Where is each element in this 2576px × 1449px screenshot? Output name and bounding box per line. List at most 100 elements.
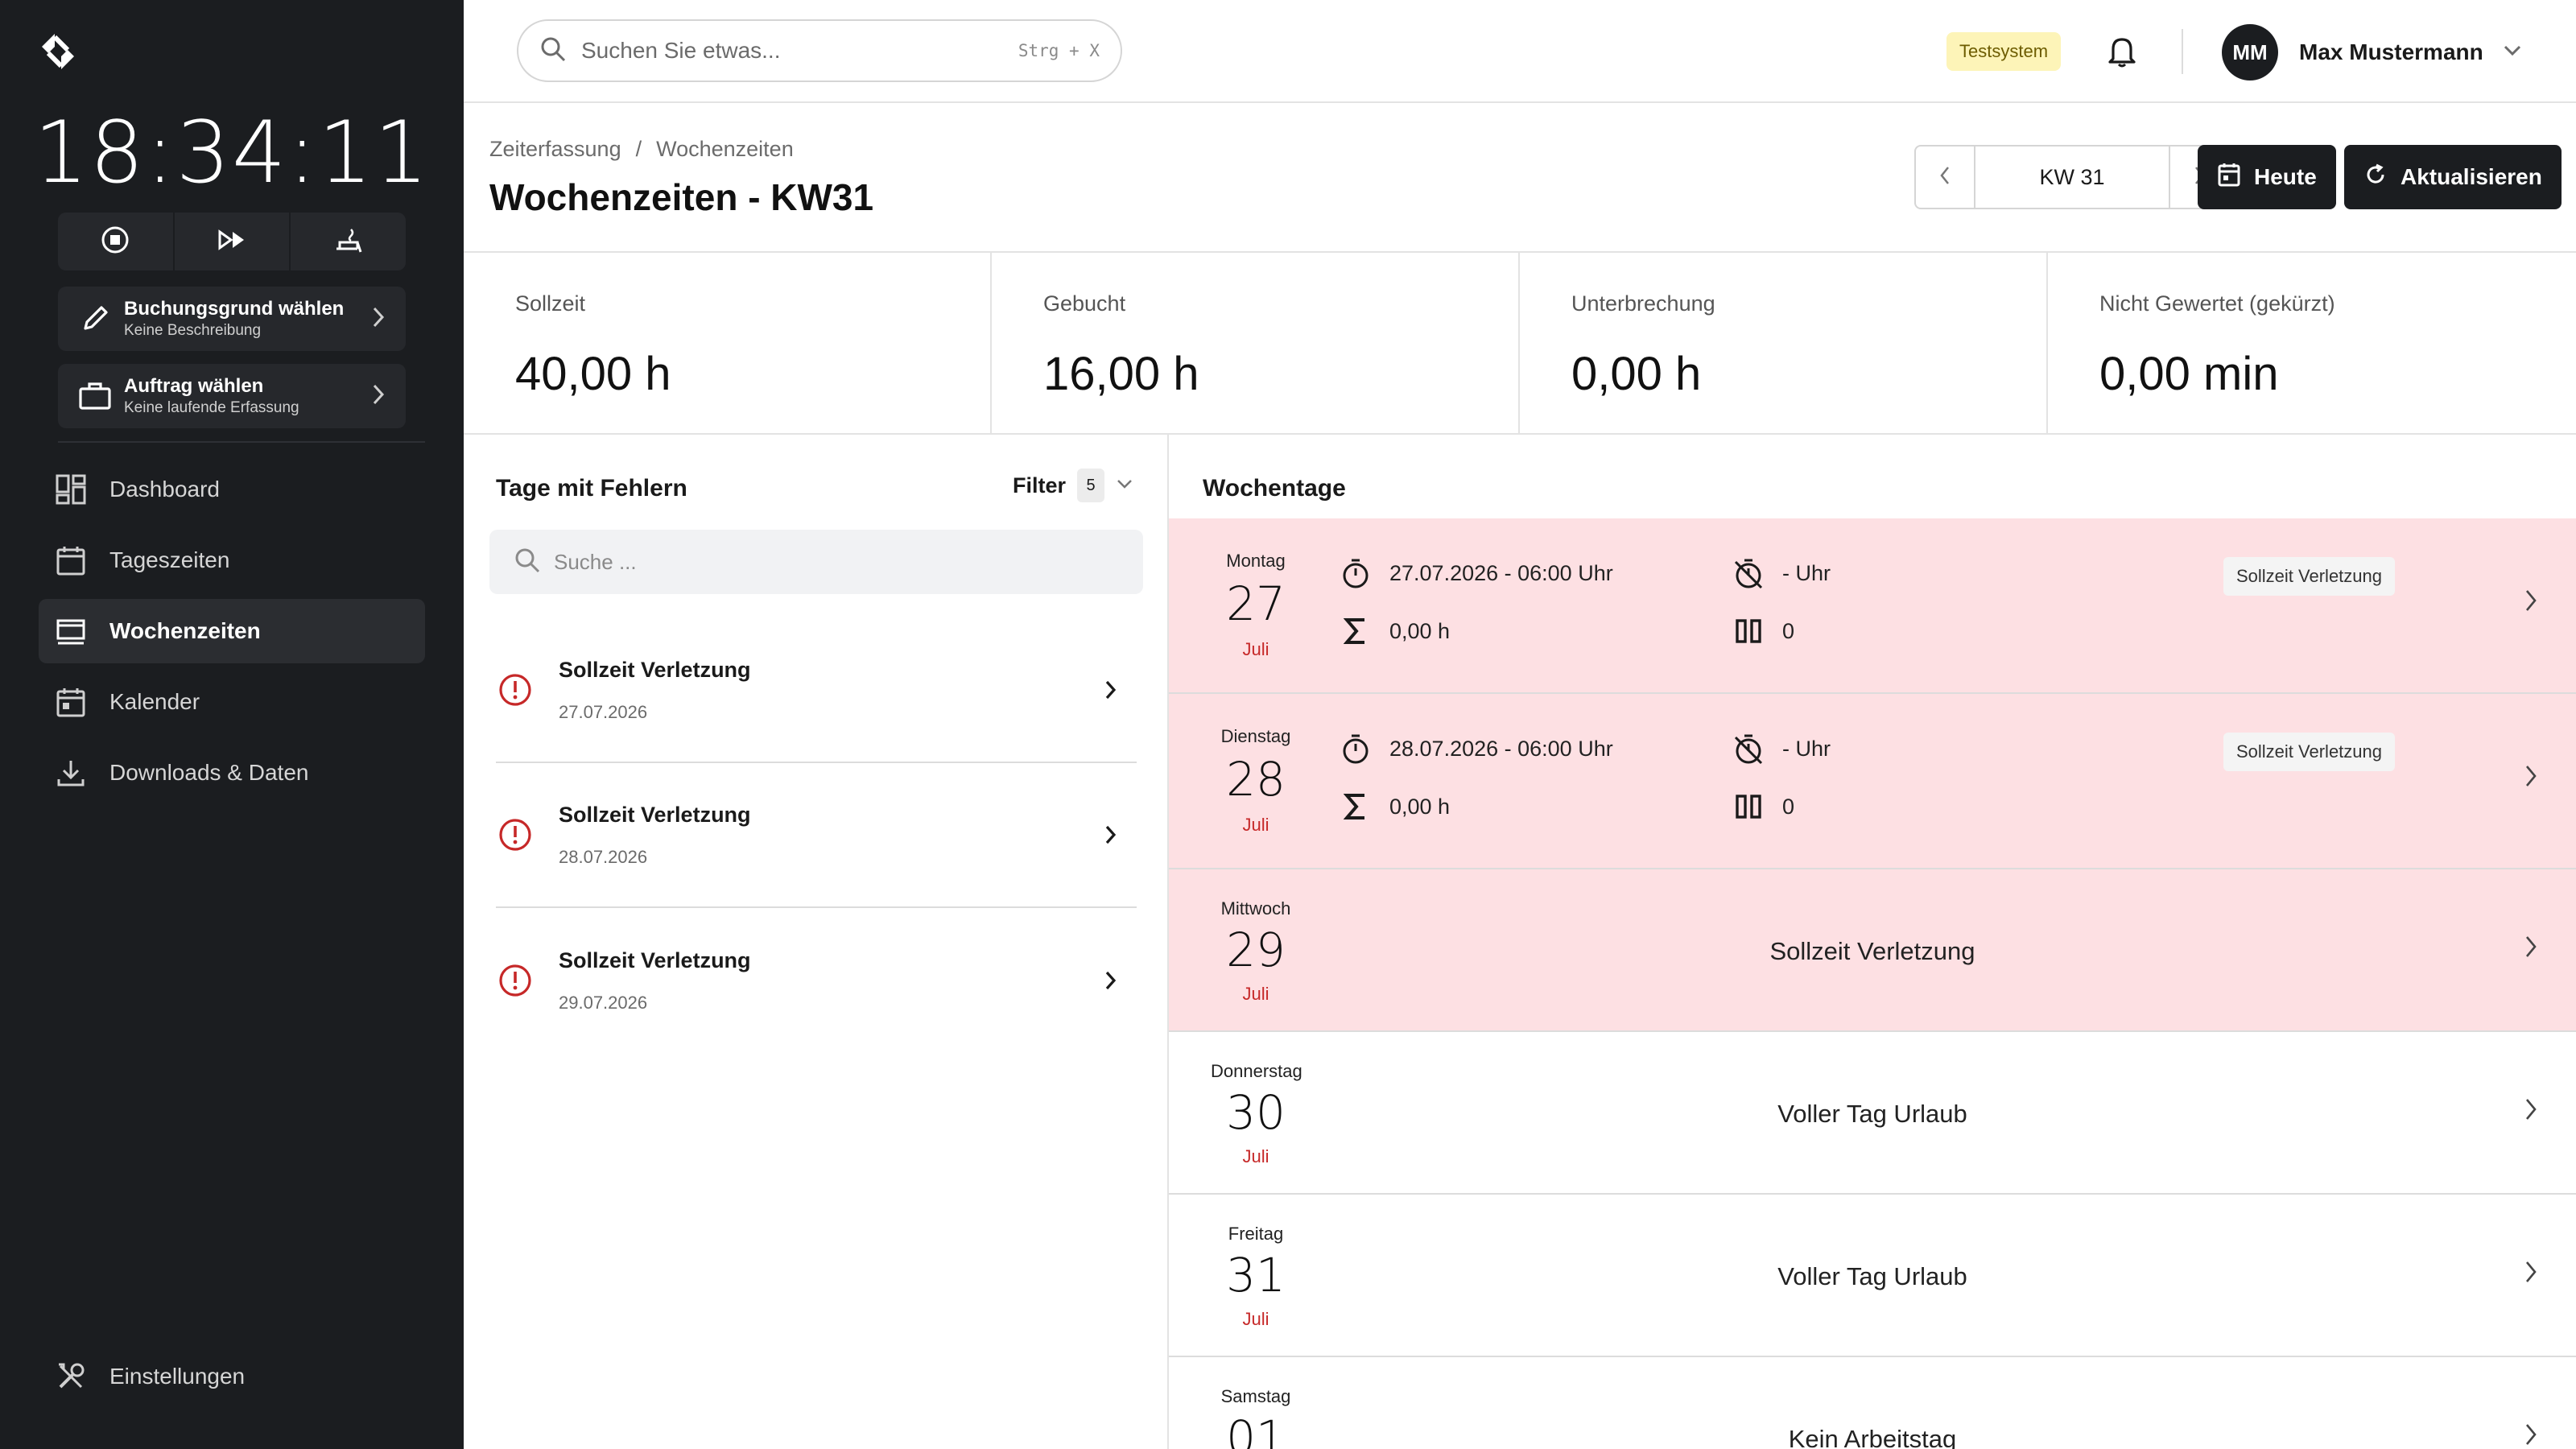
briefcase-icon (77, 378, 113, 414)
booking-reason-subtitle: Keine Beschreibung (124, 322, 262, 339)
breaks-cell: 0 (1732, 615, 1794, 647)
stop-icon (100, 225, 130, 259)
pause-icon (1732, 615, 1765, 647)
chevron-right-icon (370, 382, 386, 411)
start-time-cell: 27.07.2026 - 06:00 Uhr (1340, 557, 1613, 589)
chevron-right-icon (2515, 763, 2547, 789)
pause-icon (1732, 791, 1765, 823)
stop-button[interactable] (58, 213, 175, 270)
sum-cell: 0,00 h (1340, 791, 1450, 823)
day-number: 30 (1226, 1085, 1286, 1140)
chevron-down-icon (1116, 478, 1133, 493)
sidebar-item-dashboard[interactable]: Dashboard (39, 457, 425, 522)
weekday-row-freitag[interactable]: Freitag 31 Juli Voller Tag Urlaub (1169, 1195, 2576, 1357)
pencil-icon (77, 301, 113, 336)
stat-label: Nicht Gewertet (gekürzt) (2099, 291, 2335, 316)
error-search-input[interactable]: Suche ... (489, 530, 1143, 594)
stat-value: 40,00 h (515, 348, 671, 400)
week-navigator: KW 31 (1914, 145, 2230, 209)
search-placeholder: Suchen Sie etwas... (581, 38, 781, 63)
timer-off-icon (1732, 557, 1765, 589)
notification-bell-icon[interactable] (2101, 31, 2143, 72)
chevron-right-icon (1095, 824, 1127, 846)
user-menu[interactable]: MM Max Mustermann (2222, 24, 2522, 80)
refresh-button[interactable]: Aktualisieren (2344, 145, 2562, 209)
weekday-row-donnerstag[interactable]: Donnerstag 30 Juli Voller Tag Urlaub (1169, 1032, 2576, 1195)
sum-cell: 0,00 h (1340, 615, 1450, 647)
error-title: Sollzeit Verletzung (559, 657, 751, 682)
list-item[interactable]: Sollzeit Verletzung 28.07.2026 (496, 763, 1137, 908)
chevron-right-icon (370, 305, 386, 333)
fast-forward-button[interactable] (175, 213, 291, 270)
booking-reason-selector[interactable]: Buchungsgrund wählen Keine Beschreibung (58, 287, 406, 351)
booking-reason-title: Buchungsgrund wählen (124, 298, 345, 320)
calendar-icon (2217, 162, 2241, 193)
page-title: Wochenzeiten - KW31 (489, 176, 874, 218)
weekday-name: Samstag (1220, 1386, 1291, 1406)
week-icon (55, 615, 87, 647)
break-button[interactable] (291, 213, 406, 270)
app-logo-icon[interactable] (37, 31, 79, 72)
sidebar-item-tageszeiten[interactable]: Tageszeiten (39, 528, 425, 592)
stat-sollzeit: Sollzeit 40,00 h (464, 253, 992, 433)
today-button[interactable]: Heute (2198, 145, 2336, 209)
break-count: 0 (1782, 618, 1795, 643)
breadcrumb-current: Wochenzeiten (656, 137, 794, 161)
start-time: 28.07.2026 - 06:00 Uhr (1389, 736, 1613, 761)
weekday-row-montag[interactable]: Montag 27 Juli 27.07.2026 - 06:00 Uhr 0,… (1169, 518, 2576, 694)
breadcrumb: Zeiterfassung / Wochenzeiten (489, 137, 794, 162)
filter-count-badge: 5 (1077, 469, 1105, 502)
error-date: 27.07.2026 (559, 701, 648, 722)
chevron-right-icon (2515, 1422, 2547, 1447)
order-subtitle: Keine laufende Erfassung (124, 399, 299, 416)
status-badge: Sollzeit Verletzung (2223, 733, 2395, 771)
clock-display: 18:34:11 (33, 103, 431, 202)
tools-icon (55, 1360, 87, 1393)
weekday-row-dienstag[interactable]: Dienstag 28 Juli 28.07.2026 - 06:00 Uhr … (1169, 694, 2576, 869)
sidebar-item-label: Tageszeiten (109, 547, 230, 572)
stat-label: Sollzeit (515, 291, 586, 316)
filter-button[interactable]: Filter 5 (1013, 469, 1133, 502)
sidebar-item-downloads[interactable]: Downloads & Daten (39, 741, 425, 805)
week-label[interactable]: KW 31 (1974, 147, 2170, 208)
error-search-placeholder: Suche ... (554, 549, 637, 574)
end-time: - Uhr (1782, 560, 1831, 585)
error-list: Sollzeit Verletzung 27.07.2026 Sollzeit … (496, 618, 1137, 1053)
order-selector[interactable]: Auftrag wählen Keine laufende Erfassung (58, 364, 406, 428)
sidebar-item-label: Kalender (109, 689, 200, 714)
topbar-divider (2182, 29, 2183, 74)
environment-badge: Testsystem (1946, 32, 2062, 71)
list-item[interactable]: Sollzeit Verletzung 27.07.2026 (496, 618, 1137, 763)
start-time: 27.07.2026 - 06:00 Uhr (1389, 560, 1613, 585)
sidebar-item-settings[interactable]: Einstellungen (55, 1360, 245, 1393)
order-title: Auftrag wählen (124, 375, 264, 397)
refresh-icon (2363, 163, 2388, 192)
error-days-panel: Tage mit Fehlern Filter 5 Suche ... Soll… (464, 435, 1169, 1449)
weekday-name: Montag (1226, 551, 1286, 571)
list-item[interactable]: Sollzeit Verletzung 29.07.2026 (496, 908, 1137, 1053)
chevron-right-icon (2515, 934, 2547, 960)
day-status: Sollzeit Verletzung (1769, 937, 1975, 965)
sidebar-item-wochenzeiten[interactable]: Wochenzeiten (39, 599, 425, 663)
global-search-input[interactable]: Suchen Sie etwas... Strg + X (517, 19, 1122, 82)
error-title: Sollzeit Verletzung (559, 947, 751, 972)
top-bar: Suchen Sie etwas... Strg + X Testsystem … (464, 0, 2576, 103)
weekday-row-mittwoch[interactable]: Mittwoch 29 Juli Sollzeit Verletzung (1169, 869, 2576, 1032)
weekdays-title: Wochentage (1203, 475, 1346, 502)
error-date: 28.07.2026 (559, 846, 648, 867)
day-number: 27 (1226, 576, 1286, 631)
breadcrumb-zeiterfassung[interactable]: Zeiterfassung (489, 137, 621, 161)
weekday-name: Freitag (1228, 1224, 1284, 1244)
calendar-icon (55, 544, 87, 576)
weekday-row-samstag[interactable]: Samstag 01 Kein Arbeitstag (1169, 1357, 2576, 1449)
sidebar-nav: Dashboard Tageszeiten Wochenzeiten Kalen… (39, 457, 425, 811)
day-number: 31 (1226, 1248, 1286, 1302)
sidebar-item-kalender[interactable]: Kalender (39, 670, 425, 734)
day-number: 29 (1226, 923, 1286, 977)
error-title: Sollzeit Verletzung (559, 802, 751, 827)
weekday-name: Dienstag (1220, 726, 1291, 746)
start-time-cell: 28.07.2026 - 06:00 Uhr (1340, 733, 1613, 765)
previous-week-button[interactable] (1916, 147, 1974, 208)
day-status: Voller Tag Urlaub (1777, 1262, 1967, 1290)
fast-forward-icon (217, 229, 246, 255)
